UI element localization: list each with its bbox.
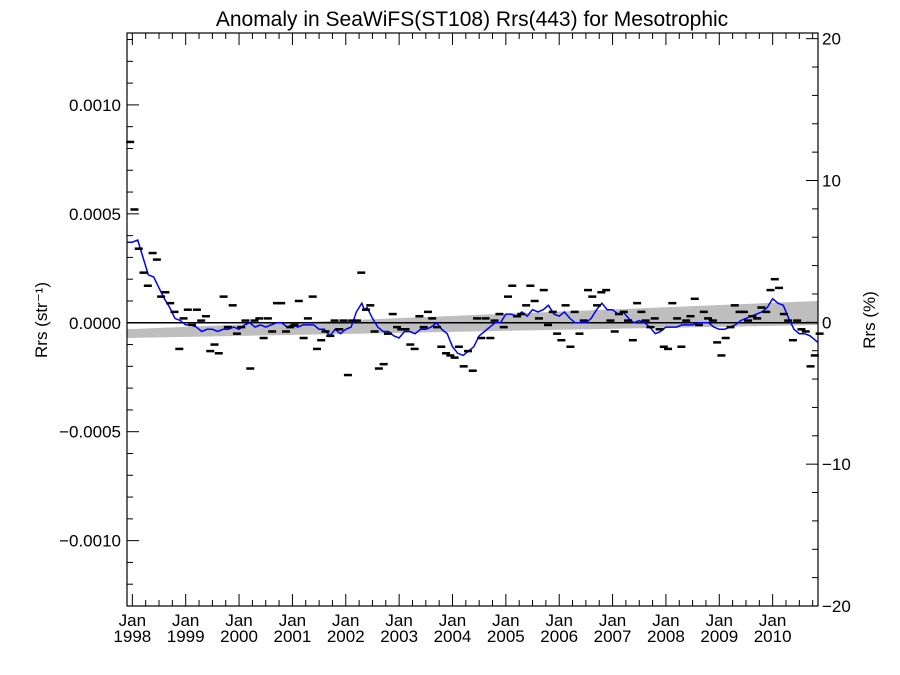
y-right-tick-label: 0 <box>822 313 831 332</box>
x-tick-year-label: 2009 <box>700 627 738 646</box>
x-tick-month-label: Jan <box>225 611 252 630</box>
y-right-tick-label: 10 <box>822 172 841 191</box>
x-tick-month-label: Jan <box>439 611 466 630</box>
x-tick-month-label: Jan <box>385 611 412 630</box>
y-tick-label: −0.0010 <box>59 532 121 551</box>
ticks-layer: 0.00100.00050.0000−0.0005−0.001020100−10… <box>59 30 851 646</box>
y-axis-label-left: Rrs (str⁻¹) <box>32 282 51 358</box>
monthly-points-layer <box>126 140 824 377</box>
x-tick-year-label: 2006 <box>540 627 578 646</box>
axes-layer <box>126 32 819 607</box>
x-tick-year-label: 2003 <box>380 627 418 646</box>
y-tick-label: 0.0010 <box>69 96 121 115</box>
trend-confidence-band <box>127 300 818 339</box>
x-tick-month-label: Jan <box>279 611 306 630</box>
y-right-tick-label: −10 <box>822 455 851 474</box>
x-tick-year-label: 2010 <box>754 627 792 646</box>
plot-frame <box>126 32 819 607</box>
x-tick-year-label: 2007 <box>594 627 632 646</box>
x-tick-year-label: 2000 <box>220 627 258 646</box>
x-tick-year-label: 2002 <box>327 627 365 646</box>
running-mean-line <box>127 238 819 357</box>
y-tick-label: 0.0000 <box>69 314 121 333</box>
y-tick-label: −0.0005 <box>59 423 121 442</box>
x-tick-month-label: Jan <box>652 611 679 630</box>
y-right-tick-label: 20 <box>822 30 841 49</box>
x-tick-month-label: Jan <box>599 611 626 630</box>
y-right-tick-label: −20 <box>822 597 851 616</box>
x-tick-month-label: Jan <box>119 611 146 630</box>
x-tick-month-label: Jan <box>706 611 733 630</box>
x-tick-month-label: Jan <box>492 611 519 630</box>
x-tick-month-label: Jan <box>759 611 786 630</box>
x-tick-month-label: Jan <box>545 611 572 630</box>
x-tick-year-label: 2008 <box>647 627 685 646</box>
y-tick-label: 0.0005 <box>69 205 121 224</box>
x-tick-month-label: Jan <box>332 611 359 630</box>
x-tick-year-label: 2005 <box>487 627 525 646</box>
x-tick-year-label: 2001 <box>273 627 311 646</box>
chart-title: Anomaly in SeaWiFS(ST108) Rrs(443) for M… <box>216 8 728 31</box>
x-tick-year-label: 1998 <box>113 627 151 646</box>
trend-band-layer <box>127 300 818 339</box>
running-mean-layer <box>127 238 819 357</box>
x-tick-year-label: 2004 <box>434 627 472 646</box>
y-axis-label-right: Rrs (%) <box>860 291 879 349</box>
x-tick-month-label: Jan <box>172 611 199 630</box>
x-tick-year-label: 1999 <box>167 627 205 646</box>
